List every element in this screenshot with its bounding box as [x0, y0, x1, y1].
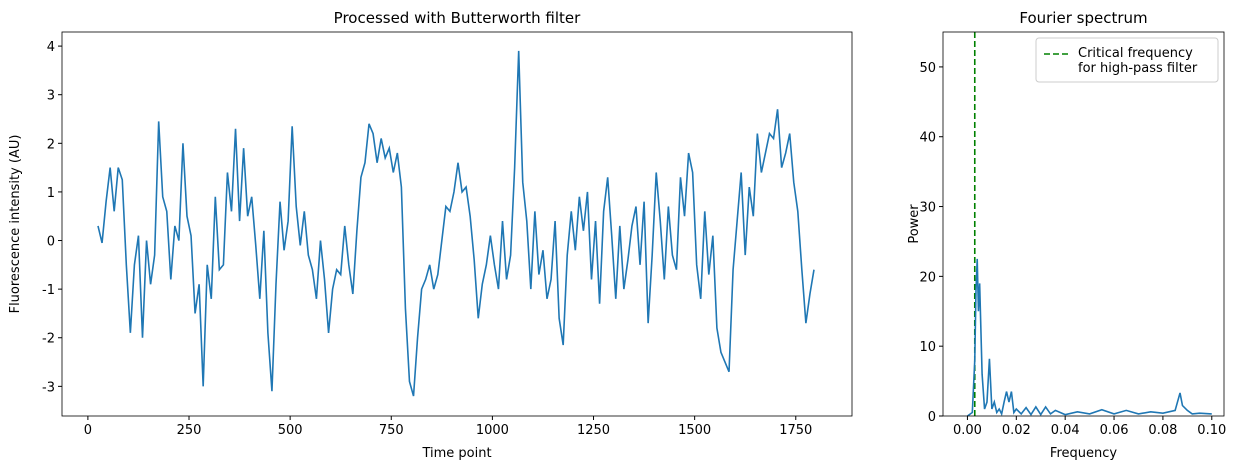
x-tick-label: 1000 — [476, 423, 509, 438]
y-axis-label: Fluorescence intensity (AU) — [8, 135, 23, 314]
x-tick-label: 0 — [84, 423, 92, 438]
x-axis-label: Frequency — [1050, 446, 1117, 461]
x-tick-label: 500 — [278, 423, 303, 438]
axes-frame — [61, 31, 853, 417]
y-tick-label: 0 — [928, 410, 936, 425]
axes-frame — [942, 31, 1225, 417]
y-tick-label: 40 — [919, 131, 936, 146]
x-tick-label: 0.08 — [1148, 423, 1177, 438]
x-tick-label: 0.00 — [953, 423, 982, 438]
x-axis-label: Time point — [421, 446, 491, 461]
y-tick-label: 0 — [47, 235, 55, 250]
legend-label: Critical frequency — [1078, 46, 1193, 61]
x-tick-label: 0.04 — [1051, 423, 1080, 438]
data-line — [966, 258, 1212, 416]
y-tick-label: 2 — [47, 137, 55, 152]
x-tick-label: 250 — [177, 423, 202, 438]
y-axis-label: Power — [907, 204, 922, 244]
x-tick-label: 1250 — [577, 423, 610, 438]
x-tick-label: 0.06 — [1100, 423, 1129, 438]
y-tick-label: 4 — [47, 40, 55, 55]
x-tick-label: 0.10 — [1197, 423, 1226, 438]
y-tick-label: 10 — [919, 340, 936, 355]
y-tick-label: 50 — [919, 61, 936, 76]
chart-title: Fourier spectrum — [1019, 9, 1147, 27]
y-tick-label: -3 — [42, 380, 55, 395]
data-line — [97, 50, 815, 397]
chart-title: Processed with Butterworth filter — [334, 9, 581, 27]
x-tick-label: 0.02 — [1002, 423, 1031, 438]
x-tick-label: 1750 — [779, 423, 812, 438]
y-tick-label: 3 — [47, 89, 55, 104]
x-tick-label: 750 — [379, 423, 404, 438]
y-tick-label: -1 — [42, 283, 55, 298]
y-tick-label: 1 — [47, 186, 55, 201]
y-tick-label: -2 — [42, 332, 55, 347]
legend-label: for high-pass filter — [1078, 61, 1198, 76]
y-tick-label: 30 — [919, 201, 936, 216]
legend-box — [1035, 37, 1219, 83]
y-tick-label: 20 — [919, 270, 936, 285]
x-tick-label: 1500 — [678, 423, 711, 438]
